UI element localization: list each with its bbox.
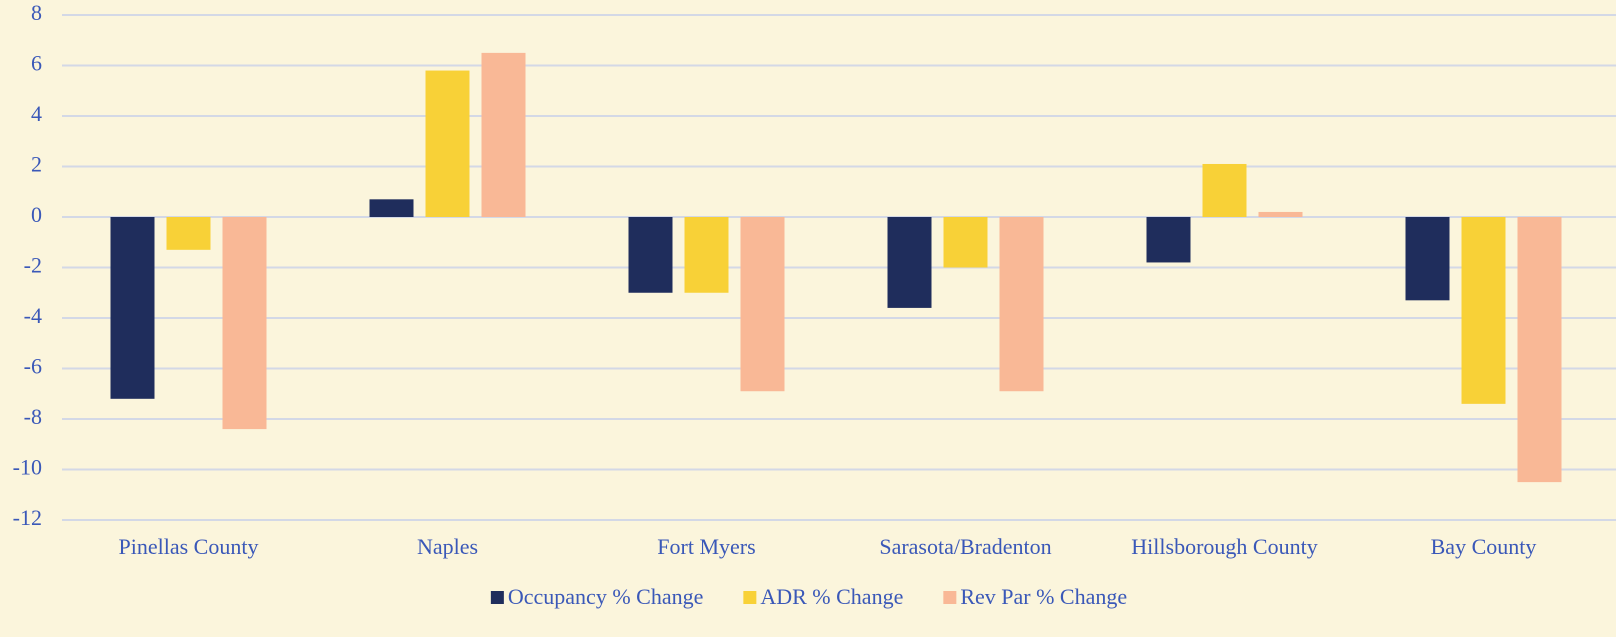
- bar: [166, 217, 211, 250]
- bar: [1202, 163, 1247, 217]
- x-tick-label: Sarasota/Bradenton: [879, 534, 1051, 559]
- legend-label: Occupancy % Change: [508, 584, 703, 609]
- legend-swatch: [743, 591, 757, 604]
- bar: [1517, 217, 1562, 483]
- x-tick-label: Hillsborough County: [1131, 534, 1317, 559]
- bar: [369, 199, 414, 217]
- y-tick-label: -8: [24, 404, 42, 429]
- x-tick-label: Bay County: [1431, 534, 1537, 559]
- bar: [222, 217, 267, 430]
- y-tick-label: -2: [24, 253, 42, 278]
- bar: [1258, 211, 1303, 217]
- legend-label: ADR % Change: [760, 584, 903, 609]
- bar: [1405, 217, 1450, 301]
- legend-label: Rev Par % Change: [960, 584, 1127, 609]
- y-tick-label: 8: [31, 0, 42, 25]
- y-tick-label: 6: [31, 51, 42, 76]
- bar: [740, 217, 785, 392]
- bar: [1461, 217, 1506, 404]
- bar: [999, 217, 1044, 392]
- x-tick-label: Naples: [417, 534, 478, 559]
- y-tick-label: 2: [31, 152, 42, 177]
- x-tick-label: Fort Myers: [657, 534, 755, 559]
- bar: [628, 217, 673, 293]
- y-tick-label: 4: [31, 101, 42, 126]
- bar: [684, 217, 729, 293]
- legend: Occupancy % Change ADR % Change Rev Par % …: [490, 584, 1127, 609]
- y-tick-label: -6: [24, 354, 42, 379]
- bar: [943, 217, 988, 268]
- bar: [481, 52, 526, 217]
- legend-swatch: [943, 591, 957, 604]
- y-tick-label: 0: [31, 202, 42, 227]
- bar: [887, 217, 932, 308]
- legend-swatch: [490, 591, 504, 604]
- y-tick-label: -10: [13, 455, 42, 480]
- bar: [1146, 217, 1191, 263]
- x-tick-label: Pinellas County: [119, 534, 259, 559]
- bar: [425, 70, 470, 217]
- bar: [110, 217, 155, 399]
- y-tick-label: -12: [13, 505, 42, 530]
- y-tick-label: -4: [24, 303, 42, 328]
